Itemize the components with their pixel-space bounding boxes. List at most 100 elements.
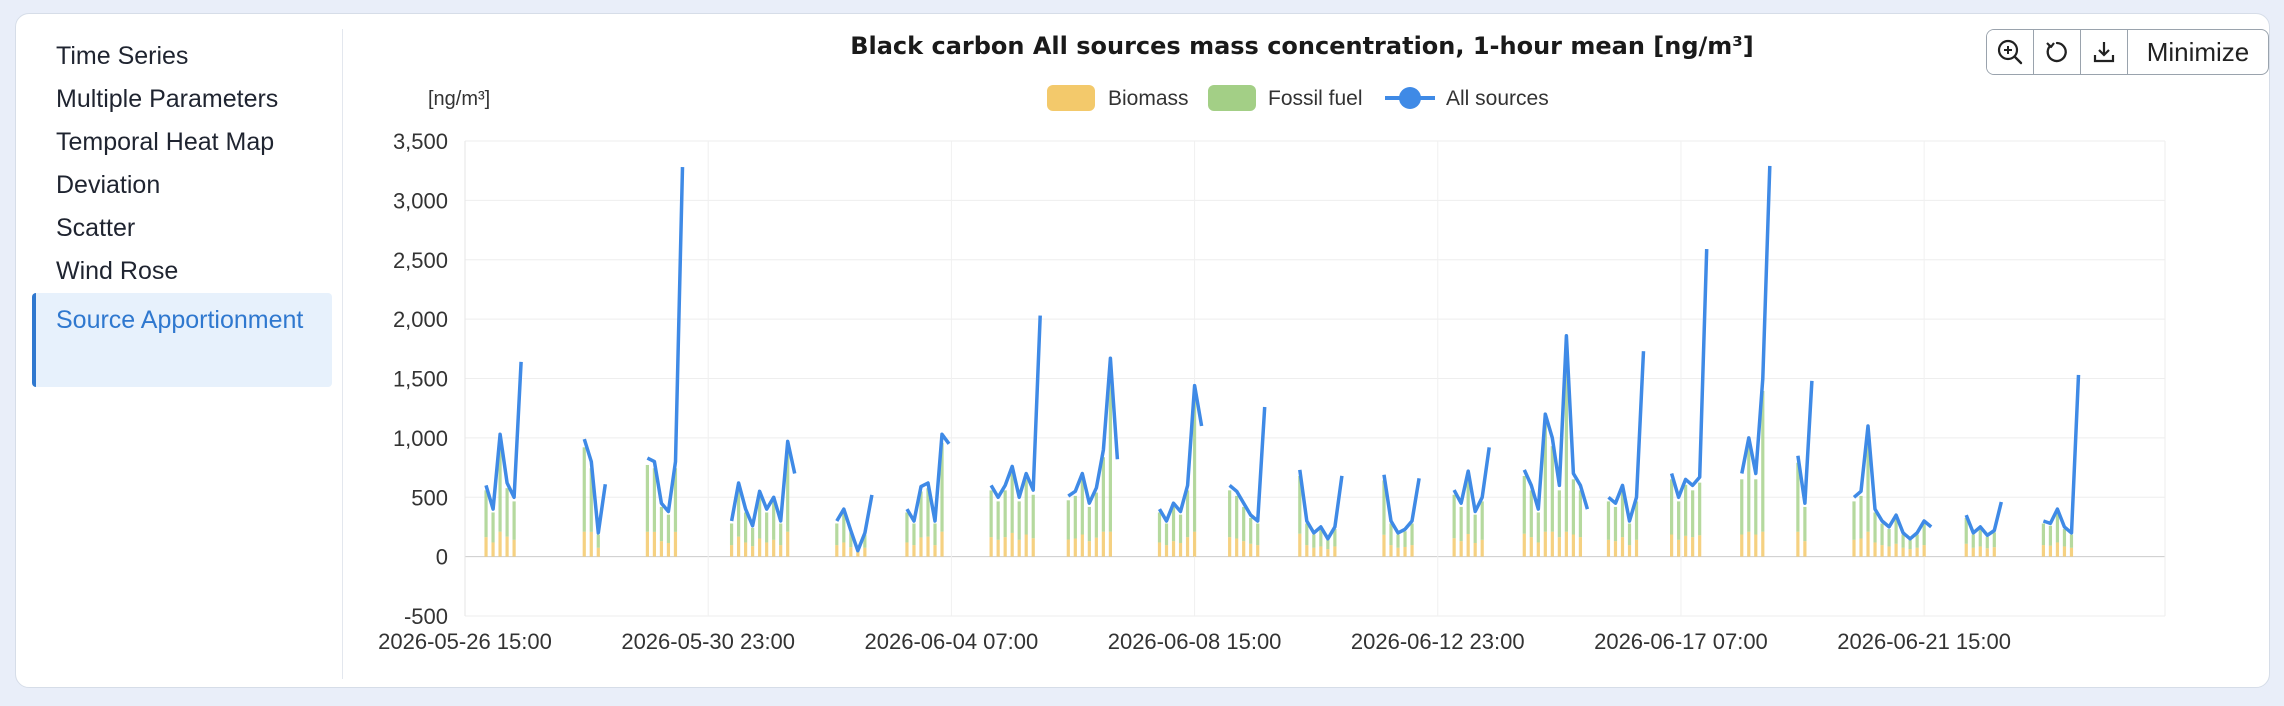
sidebar-item-deviation[interactable]: Deviation xyxy=(56,171,161,199)
bar-biomass xyxy=(1985,548,1989,557)
bar-fossil-fuel xyxy=(1333,529,1337,547)
bar-biomass xyxy=(1389,545,1393,557)
bar-fossil-fuel xyxy=(1410,523,1414,546)
bar-fossil-fuel xyxy=(1978,529,1982,547)
bar-fossil-fuel xyxy=(1466,477,1470,534)
sidebar-item-multiple-parameters[interactable]: Multiple Parameters xyxy=(56,85,279,113)
all-sources-line-segment xyxy=(729,439,797,528)
bar-fossil-fuel xyxy=(1880,523,1884,546)
bar-biomass xyxy=(1620,537,1625,557)
bar-biomass xyxy=(673,531,678,557)
bar-biomass xyxy=(1613,541,1618,557)
bar-fossil-fuel xyxy=(1866,435,1870,532)
all-sources-line-segment xyxy=(1796,380,1814,505)
bar-fossil-fuel xyxy=(1550,446,1554,532)
bar-biomass xyxy=(1480,539,1484,557)
bar-biomass xyxy=(1550,531,1554,557)
bar-biomass xyxy=(1473,542,1477,557)
bar-biomass xyxy=(1915,547,1919,557)
bar-fossil-fuel xyxy=(912,523,916,546)
bar-biomass xyxy=(1396,547,1400,557)
bar-fossil-fuel xyxy=(1403,531,1407,547)
bar-fossil-fuel xyxy=(1740,479,1744,535)
bar-biomass xyxy=(491,542,495,557)
bar-fossil-fuel xyxy=(2055,512,2060,543)
bar-biomass xyxy=(1796,531,1800,557)
chart-type-sidebar: Time Series Multiple Parameters Temporal… xyxy=(32,29,343,679)
bar-fossil-fuel xyxy=(996,501,1000,540)
bar-fossil-fuel xyxy=(1627,523,1632,546)
all-sources-line-segment xyxy=(989,315,1042,500)
bar-fossil-fuel xyxy=(933,523,937,546)
bar-fossil-fuel xyxy=(1803,506,1807,542)
all-sources-line-segment xyxy=(646,167,685,514)
bar-fossil-fuel xyxy=(1382,480,1386,535)
bar-biomass xyxy=(905,542,909,557)
bar-biomass xyxy=(1922,545,1926,557)
bar-biomass xyxy=(1164,545,1169,557)
bar-fossil-fuel xyxy=(1536,512,1540,543)
zoom-button[interactable] xyxy=(1987,30,2034,74)
y-tick-label: 3,500 xyxy=(393,129,448,154)
all-sources-line-segment xyxy=(905,432,951,523)
bar-fossil-fuel xyxy=(1971,534,1975,548)
download-icon xyxy=(2093,42,2115,63)
reset-button[interactable] xyxy=(2034,30,2081,74)
bar-fossil-fuel xyxy=(673,468,678,532)
all-sources-line-segment xyxy=(1740,165,1772,476)
bar-biomass xyxy=(912,545,916,557)
y-tick-label: 3,000 xyxy=(393,188,448,213)
bar-fossil-fuel xyxy=(863,534,867,548)
bar-fossil-fuel xyxy=(772,501,776,540)
bar-biomass xyxy=(989,537,993,557)
download-button[interactable] xyxy=(2081,30,2128,74)
bar-fossil-fuel xyxy=(1192,397,1197,532)
bar-biomass xyxy=(1880,545,1884,557)
sidebar-item-temporal-heat-map[interactable]: Temporal Heat Map xyxy=(56,128,275,156)
bar-fossil-fuel xyxy=(1571,479,1575,535)
y-tick-label: 1,000 xyxy=(393,426,448,451)
bar-biomass xyxy=(1003,537,1007,557)
bar-biomass xyxy=(1108,531,1112,557)
all-sources-line-segment xyxy=(1157,383,1204,523)
bar-biomass xyxy=(1992,547,1996,557)
sidebar-item-wind-rose[interactable]: Wind Rose xyxy=(56,257,179,285)
bar-fossil-fuel xyxy=(1761,390,1765,532)
bar-biomass xyxy=(1010,532,1014,557)
bar-biomass xyxy=(1466,533,1470,557)
sidebar-item-time-series[interactable]: Time Series xyxy=(56,42,189,70)
bar-fossil-fuel xyxy=(1228,490,1232,538)
bar-fossil-fuel xyxy=(842,512,846,543)
stacked-bars xyxy=(484,351,2074,557)
x-tick-label: 2026-05-30 23:00 xyxy=(621,629,795,654)
sidebar-item-scatter[interactable]: Scatter xyxy=(56,214,136,242)
bar-fossil-fuel xyxy=(751,527,755,547)
all-sources-line-segment xyxy=(835,494,874,553)
bar-biomass xyxy=(1333,546,1337,557)
bar-biomass xyxy=(1522,533,1526,557)
bar-biomass xyxy=(1901,547,1905,557)
bar-biomass xyxy=(1894,543,1898,557)
bar-fossil-fuel xyxy=(1256,523,1260,546)
minimize-button[interactable]: Minimize xyxy=(2146,36,2250,67)
bar-fossil-fuel xyxy=(484,490,488,538)
bar-biomass xyxy=(1326,549,1330,557)
bar-fossil-fuel xyxy=(1480,501,1484,540)
legend-label-fossil-fuel: Fossil fuel xyxy=(1268,87,1363,110)
bar-fossil-fuel xyxy=(2041,523,2046,546)
bar-fossil-fuel xyxy=(940,442,944,532)
bar-biomass xyxy=(940,531,944,557)
sidebar-item-source-apportionment[interactable]: Source Apportionment xyxy=(32,293,332,387)
bar-biomass xyxy=(1684,535,1688,557)
bar-fossil-fuel xyxy=(1684,484,1688,536)
bar-biomass xyxy=(1571,534,1575,557)
bar-biomass xyxy=(1410,545,1414,557)
bar-fossil-fuel xyxy=(1606,501,1611,540)
bar-fossil-fuel xyxy=(744,512,748,543)
bar-fossil-fuel xyxy=(1543,424,1547,532)
bar-biomass xyxy=(1677,539,1681,557)
bar-biomass xyxy=(1971,547,1975,557)
bar-biomass xyxy=(1157,542,1162,557)
bar-fossil-fuel xyxy=(919,491,923,538)
